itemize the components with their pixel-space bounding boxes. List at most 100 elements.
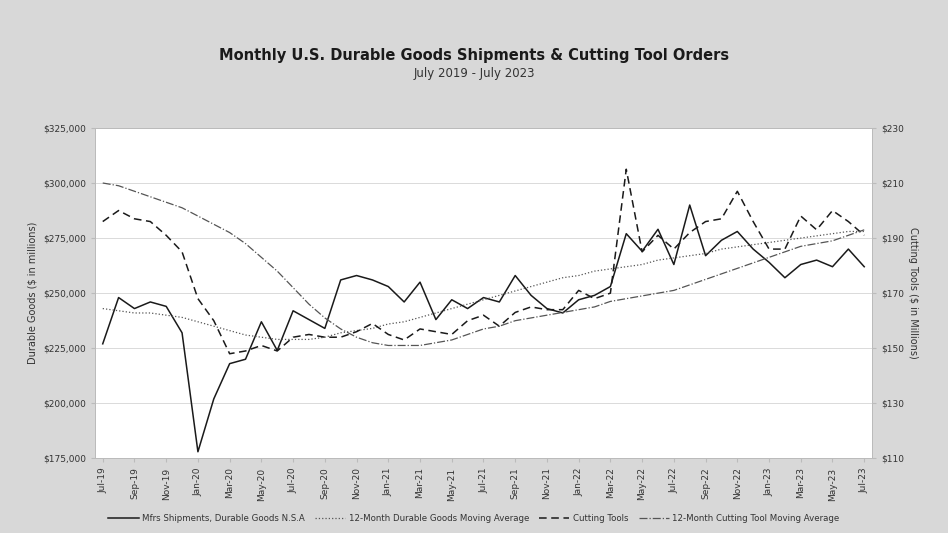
Line: 12-Month Cutting Tool Moving Average: 12-Month Cutting Tool Moving Average — [102, 183, 865, 345]
Mfrs Shipments, Durable Goods N.S.A — [351, 272, 362, 279]
12-Month Durable Goods Moving Average — [557, 274, 569, 281]
12-Month Cutting Tool Moving Average — [383, 342, 394, 349]
Mfrs Shipments, Durable Goods N.S.A — [684, 202, 696, 208]
12-Month Cutting Tool Moving Average — [145, 193, 156, 200]
12-Month Cutting Tool Moving Average — [209, 221, 220, 228]
12-Month Durable Goods Moving Average — [113, 308, 124, 314]
Cutting Tools — [113, 207, 124, 214]
12-Month Cutting Tool Moving Average — [684, 281, 696, 288]
Cutting Tools — [145, 219, 156, 225]
Cutting Tools — [573, 287, 584, 294]
Mfrs Shipments, Durable Goods N.S.A — [668, 261, 680, 268]
Cutting Tools — [668, 246, 680, 252]
12-Month Durable Goods Moving Average — [414, 314, 426, 320]
12-Month Durable Goods Moving Average — [843, 228, 854, 235]
12-Month Durable Goods Moving Average — [541, 279, 553, 285]
12-Month Cutting Tool Moving Average — [398, 342, 410, 349]
Mfrs Shipments, Durable Goods N.S.A — [319, 325, 331, 332]
Mfrs Shipments, Durable Goods N.S.A — [271, 347, 283, 353]
12-Month Durable Goods Moving Average — [700, 251, 711, 257]
12-Month Cutting Tool Moving Average — [827, 238, 838, 244]
12-Month Durable Goods Moving Average — [319, 334, 331, 341]
Mfrs Shipments, Durable Goods N.S.A — [192, 449, 204, 455]
Mfrs Shipments, Durable Goods N.S.A — [605, 284, 616, 290]
12-Month Cutting Tool Moving Average — [621, 295, 632, 302]
Text: July 2019 - July 2023: July 2019 - July 2023 — [413, 67, 535, 80]
Mfrs Shipments, Durable Goods N.S.A — [160, 303, 172, 310]
Mfrs Shipments, Durable Goods N.S.A — [430, 317, 442, 323]
12-Month Cutting Tool Moving Average — [414, 342, 426, 349]
12-Month Cutting Tool Moving Average — [319, 314, 331, 321]
Y-axis label: Durable Goods ($ in millions): Durable Goods ($ in millions) — [27, 222, 37, 365]
Mfrs Shipments, Durable Goods N.S.A — [287, 308, 299, 314]
12-Month Cutting Tool Moving Average — [335, 326, 346, 332]
Cutting Tools — [494, 323, 505, 329]
Cutting Tools — [621, 166, 632, 172]
Cutting Tools — [430, 328, 442, 335]
Mfrs Shipments, Durable Goods N.S.A — [398, 299, 410, 305]
12-Month Cutting Tool Moving Average — [478, 326, 489, 332]
12-Month Durable Goods Moving Average — [271, 336, 283, 343]
Mfrs Shipments, Durable Goods N.S.A — [256, 319, 267, 325]
Mfrs Shipments, Durable Goods N.S.A — [414, 279, 426, 285]
12-Month Cutting Tool Moving Average — [652, 290, 664, 296]
Mfrs Shipments, Durable Goods N.S.A — [716, 237, 727, 244]
12-Month Durable Goods Moving Average — [525, 284, 537, 290]
12-Month Cutting Tool Moving Average — [859, 227, 870, 233]
12-Month Cutting Tool Moving Average — [113, 182, 124, 189]
12-Month Durable Goods Moving Average — [509, 288, 520, 294]
Mfrs Shipments, Durable Goods N.S.A — [224, 360, 235, 367]
12-Month Durable Goods Moving Average — [224, 327, 235, 334]
Cutting Tools — [240, 348, 251, 354]
12-Month Cutting Tool Moving Average — [192, 213, 204, 219]
12-Month Cutting Tool Moving Average — [605, 298, 616, 305]
Cutting Tools — [319, 334, 331, 341]
Cutting Tools — [843, 219, 854, 225]
12-Month Durable Goods Moving Average — [430, 310, 442, 316]
Mfrs Shipments, Durable Goods N.S.A — [367, 277, 378, 283]
12-Month Durable Goods Moving Average — [287, 336, 299, 343]
12-Month Cutting Tool Moving Average — [763, 254, 775, 261]
Mfrs Shipments, Durable Goods N.S.A — [129, 305, 140, 312]
12-Month Durable Goods Moving Average — [160, 312, 172, 318]
12-Month Durable Goods Moving Average — [747, 241, 758, 248]
Mfrs Shipments, Durable Goods N.S.A — [509, 272, 520, 279]
12-Month Durable Goods Moving Average — [447, 305, 458, 312]
12-Month Durable Goods Moving Average — [478, 296, 489, 303]
12-Month Durable Goods Moving Average — [859, 228, 870, 235]
Cutting Tools — [192, 295, 204, 302]
Mfrs Shipments, Durable Goods N.S.A — [589, 292, 600, 298]
12-Month Durable Goods Moving Average — [462, 301, 473, 308]
Mfrs Shipments, Durable Goods N.S.A — [652, 226, 664, 232]
Mfrs Shipments, Durable Goods N.S.A — [700, 253, 711, 259]
12-Month Cutting Tool Moving Average — [447, 337, 458, 343]
Mfrs Shipments, Durable Goods N.S.A — [779, 274, 791, 281]
Mfrs Shipments, Durable Goods N.S.A — [447, 296, 458, 303]
12-Month Cutting Tool Moving Average — [430, 340, 442, 346]
12-Month Cutting Tool Moving Average — [509, 318, 520, 324]
Line: Mfrs Shipments, Durable Goods N.S.A: Mfrs Shipments, Durable Goods N.S.A — [102, 205, 865, 452]
Cutting Tools — [636, 248, 647, 255]
12-Month Durable Goods Moving Average — [303, 336, 315, 343]
Cutting Tools — [859, 232, 870, 238]
12-Month Durable Goods Moving Average — [668, 255, 680, 261]
Cutting Tools — [716, 216, 727, 222]
Mfrs Shipments, Durable Goods N.S.A — [843, 246, 854, 252]
12-Month Cutting Tool Moving Average — [256, 254, 267, 261]
12-Month Cutting Tool Moving Average — [557, 309, 569, 316]
12-Month Cutting Tool Moving Average — [462, 331, 473, 338]
12-Month Durable Goods Moving Average — [209, 323, 220, 329]
Cutting Tools — [367, 320, 378, 327]
12-Month Durable Goods Moving Average — [145, 310, 156, 316]
12-Month Cutting Tool Moving Average — [636, 293, 647, 299]
Mfrs Shipments, Durable Goods N.S.A — [732, 228, 743, 235]
12-Month Cutting Tool Moving Average — [811, 240, 822, 247]
12-Month Durable Goods Moving Average — [351, 327, 362, 334]
Mfrs Shipments, Durable Goods N.S.A — [747, 246, 758, 252]
Cutting Tools — [97, 219, 108, 225]
Mfrs Shipments, Durable Goods N.S.A — [209, 395, 220, 402]
12-Month Durable Goods Moving Average — [240, 332, 251, 338]
Mfrs Shipments, Durable Goods N.S.A — [525, 292, 537, 298]
12-Month Cutting Tool Moving Average — [129, 188, 140, 195]
Cutting Tools — [160, 232, 172, 238]
